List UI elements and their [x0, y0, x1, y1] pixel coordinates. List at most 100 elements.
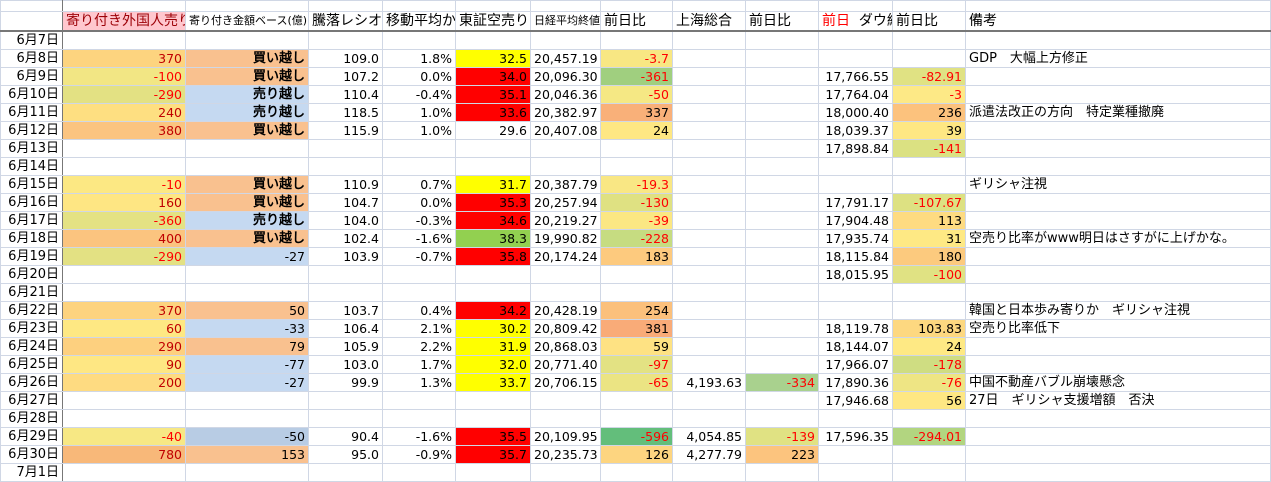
row-date[interactable]: 6月19日: [0, 247, 63, 266]
header-advance-decline[interactable]: 騰落レシオ: [308, 11, 383, 32]
row-date[interactable]: 6月16日: [0, 193, 63, 212]
cell-f[interactable]: [530, 283, 601, 302]
cell-e[interactable]: [455, 30, 531, 50]
cell-i[interactable]: [745, 337, 819, 356]
cell-e[interactable]: 32.5: [455, 49, 531, 68]
cell-j[interactable]: 18,015.95: [818, 265, 893, 284]
cell-l[interactable]: [965, 193, 1271, 212]
cell-d[interactable]: 1.0%: [382, 103, 456, 122]
row-date[interactable]: 6月24日: [0, 337, 63, 356]
cell-k[interactable]: 113: [892, 211, 966, 230]
cell-e[interactable]: 34.0: [455, 67, 531, 86]
cell-j[interactable]: 17,766.55: [818, 67, 893, 86]
cell-g[interactable]: 337: [600, 103, 673, 122]
cell[interactable]: [965, 0, 1271, 12]
cell-c[interactable]: 103.0: [308, 355, 383, 374]
cell-i[interactable]: [745, 175, 819, 194]
row-date[interactable]: 7月1日: [0, 463, 63, 482]
cell-g[interactable]: -39: [600, 211, 673, 230]
cell-h[interactable]: [672, 175, 746, 194]
cell-c[interactable]: [308, 283, 383, 302]
cell-a[interactable]: -10: [62, 175, 186, 194]
cell-c[interactable]: [308, 409, 383, 428]
cell[interactable]: [745, 0, 819, 12]
cell-l[interactable]: [965, 247, 1271, 266]
cell-d[interactable]: -1.6%: [382, 427, 456, 446]
cell-f[interactable]: 20,382.97: [530, 103, 601, 122]
cell-b[interactable]: [185, 30, 309, 50]
cell-a[interactable]: [62, 463, 186, 482]
cell-c[interactable]: [308, 139, 383, 158]
cell-d[interactable]: -0.7%: [382, 247, 456, 266]
cell-c[interactable]: 106.4: [308, 319, 383, 338]
cell-c[interactable]: 99.9: [308, 373, 383, 392]
cell-f[interactable]: 20,868.03: [530, 337, 601, 356]
cell-j[interactable]: 17,791.17: [818, 193, 893, 212]
cell-l[interactable]: [965, 463, 1271, 482]
cell-h[interactable]: [672, 409, 746, 428]
cell-i[interactable]: [745, 283, 819, 302]
row-date[interactable]: 6月22日: [0, 301, 63, 320]
cell-b[interactable]: -77: [185, 355, 309, 374]
cell-e[interactable]: 35.3: [455, 193, 531, 212]
cell-j[interactable]: 17,596.35: [818, 427, 893, 446]
cell-f[interactable]: 19,990.82: [530, 229, 601, 248]
cell-a[interactable]: 370: [62, 301, 186, 320]
cell-h[interactable]: [672, 49, 746, 68]
cell-i[interactable]: [745, 229, 819, 248]
cell-g[interactable]: -596: [600, 427, 673, 446]
cell-e[interactable]: 34.2: [455, 301, 531, 320]
cell-j[interactable]: [818, 445, 893, 464]
cell-b[interactable]: 153: [185, 445, 309, 464]
cell-j[interactable]: [818, 463, 893, 482]
cell-d[interactable]: 0.7%: [382, 175, 456, 194]
cell[interactable]: [308, 0, 383, 12]
cell-e[interactable]: 35.8: [455, 247, 531, 266]
row-date[interactable]: 6月8日: [0, 49, 63, 68]
cell-b[interactable]: 買い越し: [185, 175, 309, 194]
cell-h[interactable]: [672, 319, 746, 338]
cell-j[interactable]: 18,000.40: [818, 103, 893, 122]
row-date[interactable]: 6月10日: [0, 85, 63, 104]
cell-f[interactable]: 20,771.40: [530, 355, 601, 374]
cell-h[interactable]: [672, 67, 746, 86]
cell-g[interactable]: 381: [600, 319, 673, 338]
cell-f[interactable]: 20,257.94: [530, 193, 601, 212]
cell-c[interactable]: 110.4: [308, 85, 383, 104]
cell-e[interactable]: [455, 391, 531, 410]
cell-c[interactable]: [308, 265, 383, 284]
cell-f[interactable]: 20,706.15: [530, 373, 601, 392]
cell-b[interactable]: 買い越し: [185, 49, 309, 68]
cell-i[interactable]: -334: [745, 373, 819, 392]
cell-j[interactable]: [818, 301, 893, 320]
cell-b[interactable]: [185, 391, 309, 410]
cell-k[interactable]: [892, 30, 966, 50]
cell-h[interactable]: [672, 355, 746, 374]
header-nikkei-change[interactable]: 前日比: [600, 11, 673, 32]
cell-a[interactable]: -290: [62, 247, 186, 266]
cell-c[interactable]: 105.9: [308, 337, 383, 356]
cell-d[interactable]: [382, 139, 456, 158]
cell-j[interactable]: [818, 157, 893, 176]
cell-h[interactable]: [672, 283, 746, 302]
header-dow-change[interactable]: 前日比: [892, 11, 966, 32]
cell-e[interactable]: 38.3: [455, 229, 531, 248]
cell-g[interactable]: -65: [600, 373, 673, 392]
cell-f[interactable]: [530, 30, 601, 50]
cell-i[interactable]: [745, 319, 819, 338]
cell-b[interactable]: -33: [185, 319, 309, 338]
cell-j[interactable]: [818, 175, 893, 194]
cell-f[interactable]: 20,219.27: [530, 211, 601, 230]
cell-c[interactable]: [308, 391, 383, 410]
cell-e[interactable]: 35.5: [455, 427, 531, 446]
cell-a[interactable]: -100: [62, 67, 186, 86]
cell-h[interactable]: [672, 211, 746, 230]
cell-l[interactable]: 韓国と日本歩み寄りか ギリシャ注視: [965, 301, 1271, 320]
cell-b[interactable]: [185, 139, 309, 158]
cell[interactable]: [672, 0, 746, 12]
cell-h[interactable]: [672, 85, 746, 104]
cell-d[interactable]: 1.0%: [382, 121, 456, 140]
cell-k[interactable]: [892, 445, 966, 464]
header-amount[interactable]: 寄り付き金額ベース(億): [185, 11, 309, 32]
cell-h[interactable]: [672, 265, 746, 284]
